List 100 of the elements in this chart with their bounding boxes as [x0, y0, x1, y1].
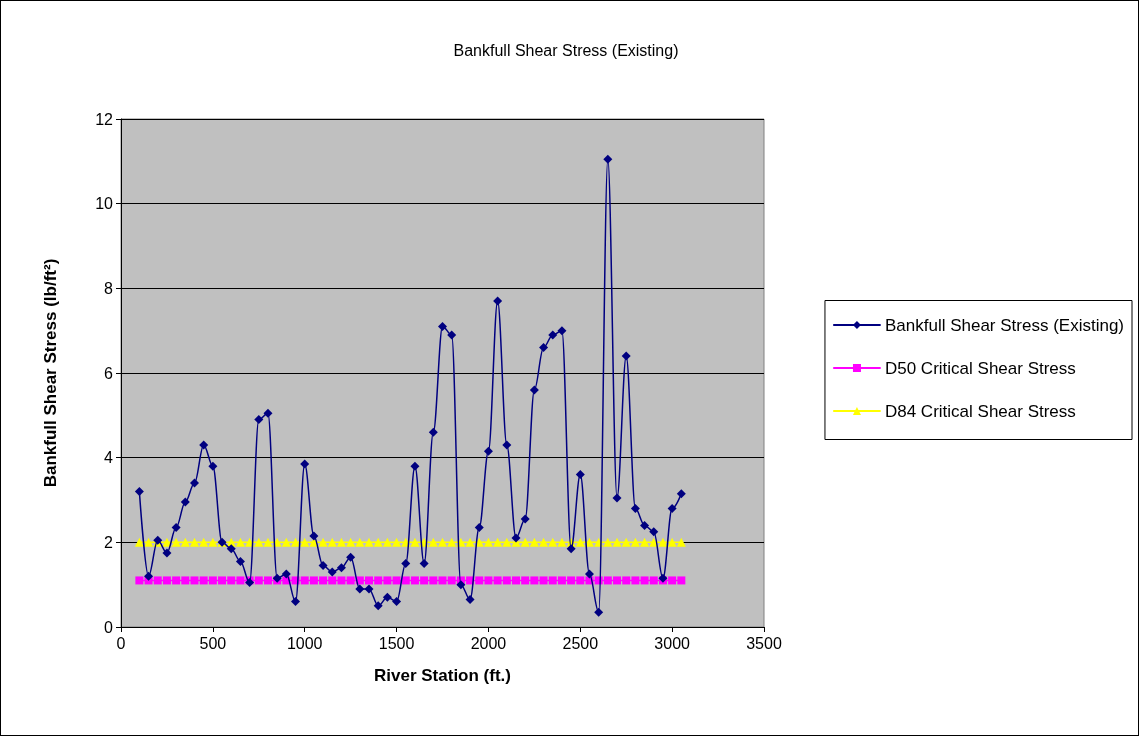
point: [557, 537, 567, 547]
point: [181, 576, 190, 585]
point: [180, 497, 190, 507]
point: [649, 527, 659, 537]
point: [521, 576, 530, 585]
point: [576, 576, 585, 585]
point: [447, 576, 456, 585]
point: [254, 415, 264, 425]
point: [327, 537, 337, 547]
point: [401, 559, 411, 568]
point: [410, 461, 420, 471]
point: [254, 576, 263, 585]
point: [410, 537, 420, 547]
point: [548, 576, 557, 585]
point: [465, 594, 475, 604]
legend-label: D50 Critical Shear Stress: [884, 358, 1076, 378]
point: [300, 537, 310, 547]
point: [392, 576, 401, 585]
y-tick-label: 0: [104, 618, 114, 636]
point: [364, 584, 374, 594]
point: [382, 592, 392, 602]
point: [153, 576, 162, 585]
point: [668, 576, 677, 585]
point: [465, 537, 475, 547]
point: [612, 493, 622, 503]
x-tick-label: 0: [116, 634, 126, 652]
point: [374, 576, 383, 585]
point: [300, 576, 309, 585]
point: [336, 537, 346, 547]
point: [364, 537, 374, 547]
point: [456, 580, 466, 590]
point: [392, 537, 402, 547]
point: [621, 537, 631, 547]
point: [493, 537, 503, 547]
point: [667, 537, 677, 547]
point: [172, 576, 181, 585]
point: [557, 576, 566, 585]
point: [622, 576, 631, 585]
point: [189, 478, 199, 488]
point: [365, 576, 374, 585]
point: [649, 576, 658, 585]
point: [171, 537, 181, 547]
legend-label: D84 Critical Shear Stress: [884, 401, 1076, 421]
point: [373, 537, 383, 547]
point: [208, 576, 217, 585]
point: [520, 514, 530, 524]
point: [208, 537, 218, 547]
x-axis-title: River Station (ft.): [374, 666, 511, 685]
point: [520, 537, 530, 547]
point: [529, 385, 539, 395]
point: [208, 461, 218, 471]
point: [640, 576, 649, 585]
point: [539, 343, 549, 353]
point: [530, 576, 539, 585]
point: [309, 576, 318, 585]
x-tick-label: 3500: [746, 634, 782, 652]
point: [218, 576, 227, 585]
point: [502, 537, 512, 547]
point: [603, 154, 613, 164]
point: [676, 489, 686, 499]
point: [199, 537, 209, 547]
point: [346, 552, 356, 562]
point: [584, 569, 594, 579]
point: [438, 537, 447, 547]
point: [392, 597, 402, 607]
point: [502, 576, 511, 585]
x-tick-label: 2500: [562, 634, 599, 652]
point: [603, 537, 613, 547]
x-tick-label: 1500: [378, 634, 415, 652]
point: [263, 408, 273, 418]
point: [429, 576, 438, 585]
point: [300, 459, 310, 469]
point: [483, 446, 493, 456]
point: [291, 597, 301, 607]
point: [337, 576, 346, 585]
point: [236, 576, 245, 585]
point: [162, 576, 171, 585]
point: [438, 321, 447, 331]
point: [226, 544, 236, 554]
point: [189, 537, 199, 547]
point: [493, 576, 502, 585]
point: [667, 503, 677, 513]
point: [438, 576, 447, 585]
point: [575, 537, 585, 547]
point: [263, 537, 273, 547]
point: [539, 537, 549, 547]
point: [548, 330, 558, 340]
point: [318, 537, 328, 547]
point: [227, 576, 236, 585]
point: [475, 576, 484, 585]
point: [640, 520, 650, 530]
point: [410, 576, 419, 585]
chart-title: Bankfull Shear Stress (Existing): [453, 41, 679, 59]
point: [584, 537, 594, 547]
point: [447, 330, 457, 340]
point: [566, 544, 576, 554]
y-tick-label: 8: [104, 279, 114, 297]
point: [135, 576, 144, 585]
y-tick-label: 2: [104, 533, 114, 551]
point: [336, 563, 346, 573]
